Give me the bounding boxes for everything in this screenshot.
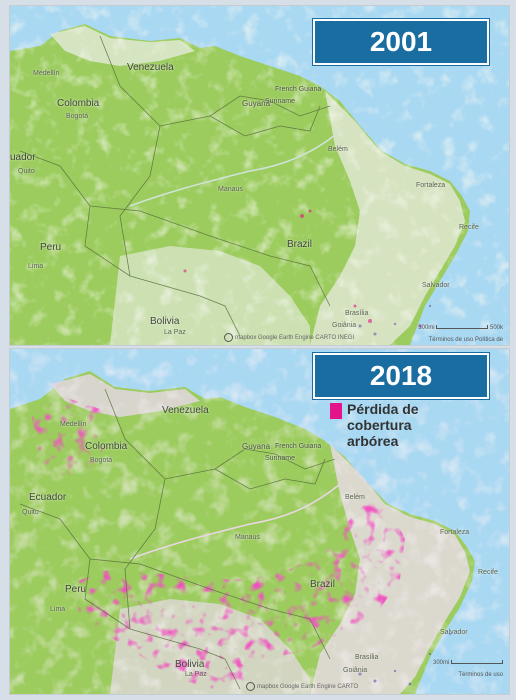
legend-label: Pérdida de cobertura arbórea [347, 401, 419, 449]
savanna-blue-dots [358, 304, 432, 336]
label-quito: Quito [18, 168, 35, 175]
label-recife: Recife [459, 224, 479, 231]
country-borders [19, 35, 331, 337]
label-ecuador: Ecuador [29, 492, 67, 503]
label-fortaleza: Fortaleza [440, 529, 470, 536]
savanna-blue-dots [358, 632, 452, 686]
loss-zones-2018 [30, 399, 405, 689]
label-peru: Peru [40, 242, 62, 253]
label-bolivia: Bolivia [175, 659, 205, 670]
label-goiania: Goiânia [332, 322, 357, 329]
label-la-paz: La Paz [185, 671, 207, 678]
scale-bar: 300mi 500k [418, 325, 503, 331]
year-badge-2018: 2018 [313, 353, 489, 399]
map-panel-2001[interactable]: 2001 Venezuela Colombia Guyana Suriname … [9, 5, 510, 346]
label-quito: Quito [22, 509, 39, 516]
label-guyana: Guyana [242, 99, 271, 108]
legend-swatch [330, 403, 342, 419]
label-brasilia: Brasília [345, 310, 369, 317]
label-lima: Lima [28, 263, 44, 270]
label-manaus: Manaus [235, 534, 260, 541]
label-bolivia: Bolivia [150, 316, 180, 327]
map-panel-2018[interactable]: 2018 Pérdida de cobertura arbórea Venezu… [9, 348, 510, 695]
amazon-river [129, 130, 341, 207]
label-brazil: Brazil [287, 239, 313, 250]
label-colombia: Colombia [57, 98, 100, 109]
year-badge-2001: 2001 [313, 19, 489, 65]
map-attribution: mapbox Google Earth Engine CARTO [246, 682, 358, 691]
label-belem: Belém [345, 494, 365, 501]
label-brazil: Brazil [310, 579, 336, 590]
terms-link[interactable]: Términos de uso [458, 672, 503, 678]
label-medellin: Medellín [33, 70, 60, 77]
label-venezuela: Venezuela [162, 405, 209, 416]
label-ecuador: uador [10, 152, 36, 163]
label-bogota: Bogotá [66, 113, 89, 120]
label-french-guiana: French Guiana [275, 86, 322, 93]
scale-bar: 300mi [433, 660, 503, 666]
label-la-paz: La Paz [164, 329, 186, 336]
loss-spots-2001 [183, 209, 422, 328]
label-goiania: Goiânia [343, 667, 368, 674]
label-french-guiana: French Guiana [275, 443, 322, 450]
label-recife: Recife [478, 569, 498, 576]
label-lima: Lima [50, 606, 66, 613]
label-manaus: Manaus [218, 186, 243, 193]
label-suriname: Suriname [265, 98, 295, 105]
label-brasilia: Brasília [355, 654, 379, 661]
label-peru: Peru [65, 584, 87, 595]
amazon-river [129, 483, 341, 560]
label-guyana: Guyana [242, 442, 271, 451]
label-belem: Belém [328, 146, 348, 153]
label-salvador: Salvador [422, 282, 450, 289]
label-bogota: Bogotá [90, 457, 113, 464]
label-venezuela: Venezuela [127, 62, 174, 73]
mapbox-logo-icon[interactable] [246, 682, 255, 691]
legend: Pérdida de cobertura arbórea [330, 401, 447, 449]
country-borders [19, 388, 336, 690]
map-attribution: mapbox Google Earth Engine CARTO INEGI [224, 333, 354, 342]
label-suriname: Suriname [265, 455, 295, 462]
label-medellin: Medellín [60, 421, 87, 428]
label-salvador: Salvador [440, 629, 468, 636]
label-fortaleza: Fortaleza [416, 182, 446, 189]
mapbox-logo-icon[interactable] [224, 333, 233, 342]
terms-link[interactable]: Términos de uso Política de [428, 337, 503, 343]
label-colombia: Colombia [85, 441, 128, 452]
map-2018 [10, 349, 509, 694]
